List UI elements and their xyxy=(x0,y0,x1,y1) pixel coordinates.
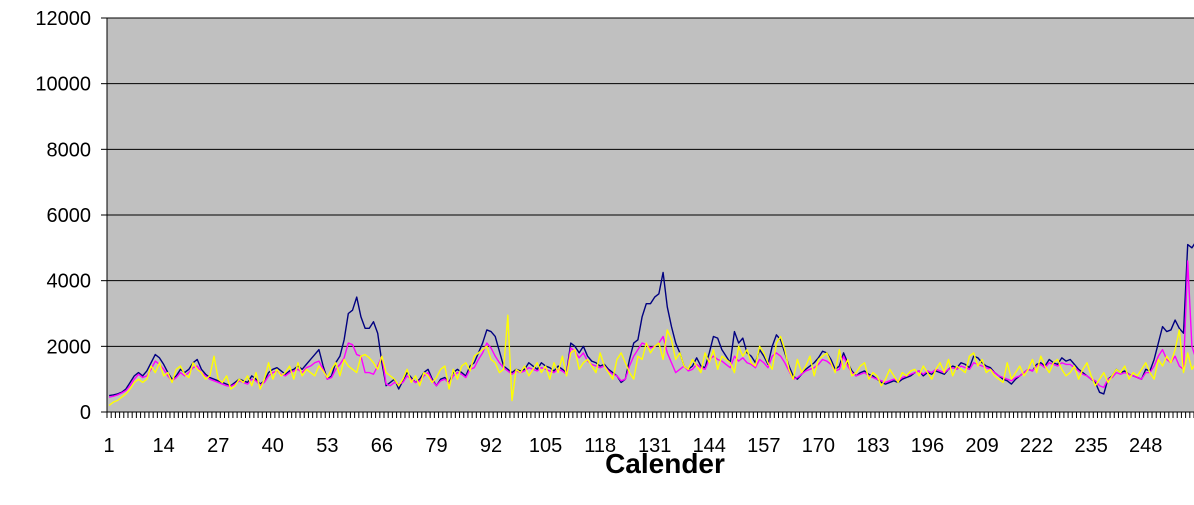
y-tick-label: 6000 xyxy=(47,205,92,227)
x-tick-label: 53 xyxy=(316,435,338,457)
x-tick-label: 27 xyxy=(207,435,229,457)
x-tick-label: 92 xyxy=(480,435,502,457)
series-line-3 xyxy=(108,314,1194,406)
y-tick-label: 0 xyxy=(80,402,91,424)
x-tick-label: 14 xyxy=(153,435,175,457)
x-tick-label: 1 xyxy=(104,435,115,457)
gridlines xyxy=(107,17,1194,347)
x-tick-label: 66 xyxy=(371,435,393,457)
series-line-2 xyxy=(108,260,1194,398)
y-tick-label: 2000 xyxy=(47,336,92,358)
y-axis: 0 2000 4000 6000 8000 10000 12000 xyxy=(35,8,108,424)
x-tick-label: 183 xyxy=(856,435,889,457)
x-tick-label: 209 xyxy=(965,435,998,457)
x-tick-label: 118 xyxy=(584,435,616,457)
x-tick-label: 196 xyxy=(911,435,944,457)
x-tick-label: 144 xyxy=(693,435,726,457)
x-tick-label: 235 xyxy=(1074,435,1107,457)
x-tick-label: 248 xyxy=(1129,435,1162,457)
x-tick-label: 105 xyxy=(529,435,562,457)
y-tick-label: 12000 xyxy=(35,8,91,30)
x-tick-label: 222 xyxy=(1020,435,1053,457)
x-axis: 1 14 27 40 53 66 79 92 105 118 131 144 157 170 183 196 2… xyxy=(104,411,1194,457)
y-tick-label: 8000 xyxy=(47,139,92,161)
x-tick-label: 79 xyxy=(425,435,447,457)
x-tick-label: 170 xyxy=(802,435,835,457)
y-tick-label: 4000 xyxy=(47,271,92,293)
series-layer xyxy=(108,243,1194,406)
x-tick-label: 40 xyxy=(262,435,284,457)
x-tick-label: 157 xyxy=(747,435,780,457)
y-tick-label: 10000 xyxy=(35,74,91,96)
x-axis-title: Calender xyxy=(605,448,725,479)
x-tick-label: 131 xyxy=(638,435,671,457)
